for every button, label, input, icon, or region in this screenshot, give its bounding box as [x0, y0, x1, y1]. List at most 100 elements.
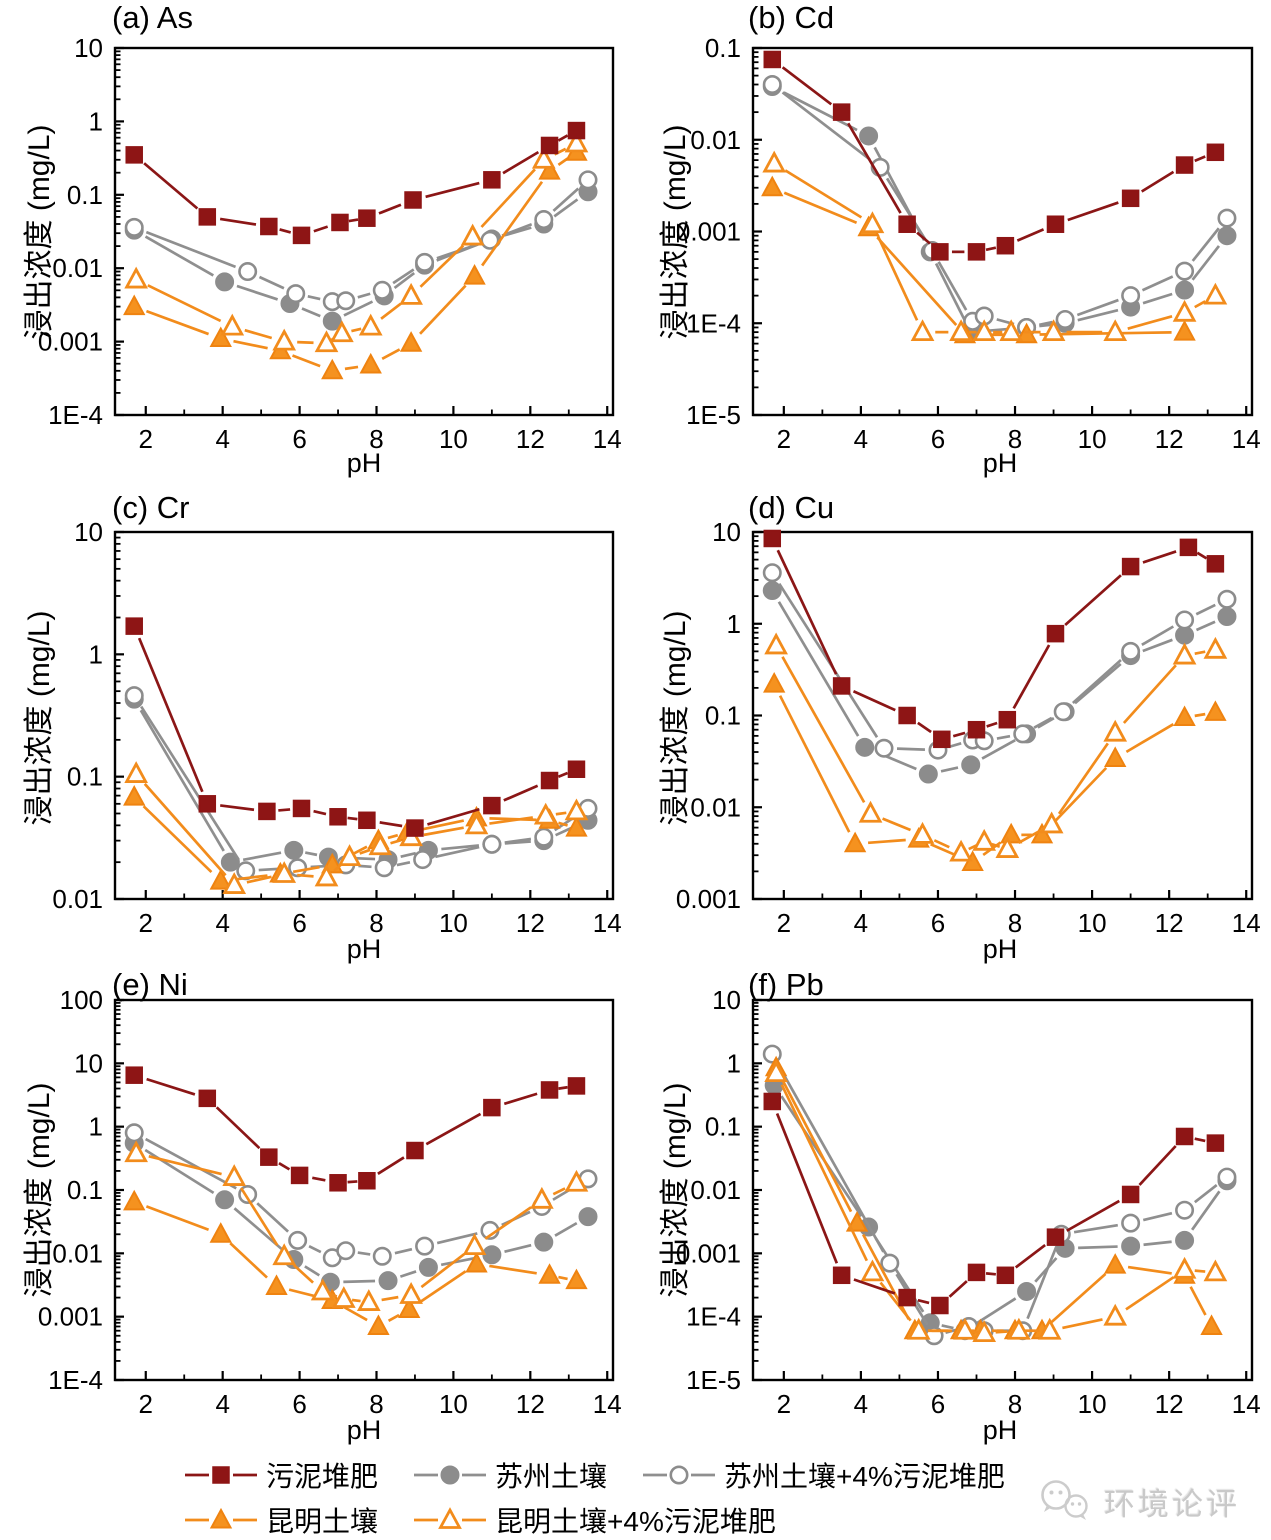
- chart-ni: 100 10 1 0.1 0.01 0.001 1E-4 2 4 6 8 10 12 14: [38, 985, 622, 1419]
- panel-e-ni: (e) Ni 浸出浓度 (mg/L) 100 10 1 0.1 0.01 0.001 1E-…: [0, 965, 636, 1449]
- chart-cr: 10 1 0.1 0.01 2 4 6 8 10 12 14: [52, 517, 621, 938]
- y-tick-label: 1: [727, 1048, 741, 1078]
- x-tick-label: 10: [439, 1389, 468, 1419]
- x-axis-label: pH: [982, 448, 1018, 478]
- y-tick-label: 0.01: [690, 1175, 741, 1205]
- filled-circle-marker-swatch-icon: [414, 1465, 487, 1484]
- y-tick-label: 10: [74, 517, 103, 547]
- x-tick-label: 2: [777, 908, 791, 938]
- chart-as: 10 1 0.1 0.01 0.001 1E-4 2 4 6 8 10 12 14: [38, 33, 622, 454]
- panel-title: (f) Pb: [748, 967, 824, 1002]
- filled-triangle-marker-swatch-icon: [185, 1507, 257, 1528]
- panel-c-cr: (c) Cr 浸出浓度 (mg/L) 10 1 0.1 0.01 2 4 6 8 10 12 14 …: [0, 482, 636, 966]
- y-tick-label: 100: [60, 985, 103, 1015]
- legend-row-2: 昆明土壤 昆明土壤+4%污泥堆肥: [183, 1497, 1005, 1540]
- watermark-text: 环境论评: [1104, 1486, 1240, 1522]
- x-axis-label: pH: [982, 1415, 1018, 1445]
- series-sludge: [125, 121, 586, 245]
- x-tick-label: 2: [139, 908, 153, 938]
- x-tick-label: 2: [139, 424, 153, 454]
- y-tick-label: 10: [712, 517, 741, 547]
- panel-title: (c) Cr: [112, 490, 190, 525]
- y-tick-label: 0.01: [52, 253, 103, 283]
- x-tick-label: 6: [931, 424, 945, 454]
- x-tick-label: 10: [1078, 1389, 1107, 1419]
- x-tick-label: 2: [777, 424, 791, 454]
- y-tick-label: 0.01: [52, 1238, 103, 1268]
- y-tick-label: 1: [727, 609, 741, 639]
- series-sludge: [763, 50, 1225, 261]
- x-tick-label: 4: [215, 908, 229, 938]
- y-tick-label: 0.1: [67, 180, 103, 210]
- series-suzhou4: [124, 170, 598, 312]
- x-tick-label: 6: [931, 1389, 945, 1419]
- series-kunming4: [764, 1060, 1228, 1343]
- x-tick-label: 4: [854, 908, 868, 938]
- series-sludge: [763, 1092, 1225, 1315]
- open-triangle-marker-swatch-icon: [414, 1506, 487, 1529]
- y-tick-label: 0.1: [67, 762, 103, 792]
- x-tick-label: 14: [1232, 1389, 1261, 1419]
- panel-d-cu: (d) Cu 浸出浓度 (mg/L) 10 1 0.1 0.01 0.001 2 4 6 8 10…: [636, 482, 1271, 966]
- series-kunming4: [124, 761, 589, 894]
- y-tick-label: 1: [89, 639, 103, 669]
- x-tick-label: 6: [292, 424, 306, 454]
- x-tick-label: 8: [1008, 1389, 1022, 1419]
- x-axis-label: pH: [982, 934, 1018, 964]
- legend-item-kunming-soil: 昆明土壤: [183, 1500, 378, 1540]
- x-tick-label: 4: [854, 1389, 868, 1419]
- series-kunming4: [124, 130, 589, 353]
- series-kunming: [123, 140, 588, 380]
- panel-a-as: (a) As 浸出浓度 (mg/L) 10 1 0.1 0.01 0.001 1E-4 2 4…: [0, 0, 636, 484]
- series-sludge: [125, 1066, 586, 1192]
- x-tick-label: 12: [516, 1389, 545, 1419]
- y-tick-label: 0.01: [52, 884, 103, 914]
- legend-item-suzhou-soil: 苏州土壤: [412, 1455, 607, 1495]
- series-kunming: [764, 1055, 1223, 1340]
- legend-label: 污泥堆肥: [266, 1460, 379, 1492]
- panel-f-pb: (f) Pb 浸出浓度 (mg/L) 10 1 0.1 0.01 0.001 1E-4 1E…: [636, 965, 1271, 1449]
- series-kunming4: [762, 150, 1228, 342]
- x-tick-label: 10: [439, 908, 468, 938]
- x-tick-label: 6: [292, 1389, 306, 1419]
- x-tick-label: 10: [1078, 908, 1107, 938]
- y-tick-label: 0.001: [676, 884, 741, 914]
- x-tick-label: 10: [439, 424, 468, 454]
- y-tick-label: 0.001: [676, 217, 741, 247]
- x-tick-label: 8: [369, 424, 383, 454]
- axes: 10 1 0.1 0.01 0.001 2 4 6 8 10 12 14: [676, 517, 1261, 938]
- watermark: 环境论评: [1034, 1476, 1240, 1526]
- y-tick-label: 1: [89, 106, 103, 136]
- x-tick-label: 8: [1008, 424, 1022, 454]
- y-tick-label: 0.01: [690, 792, 741, 822]
- legend-row-1: 污泥堆肥 苏州土壤 苏州土壤+4%污泥堆肥: [183, 1452, 1005, 1497]
- series-suzhou4: [762, 563, 1237, 760]
- y-tick-label: 1E-4: [48, 400, 103, 430]
- x-tick-label: 6: [292, 908, 306, 938]
- chart-cu: 10 1 0.1 0.01 0.001 2 4 6 8 10 12 14: [676, 517, 1261, 938]
- x-tick-label: 12: [1155, 1389, 1184, 1419]
- x-tick-label: 4: [215, 424, 229, 454]
- y-tick-label: 0.1: [705, 1112, 741, 1142]
- series-suzhou4: [762, 75, 1237, 337]
- y-tick-label: 1: [89, 1112, 103, 1142]
- x-tick-label: 12: [516, 908, 545, 938]
- open-circle-marker-swatch-icon: [643, 1465, 716, 1484]
- y-tick-label: 1E-5: [686, 400, 741, 430]
- x-tick-label: 8: [369, 1389, 383, 1419]
- legend-label: 昆明土壤: [266, 1505, 379, 1537]
- x-tick-label: 6: [931, 908, 945, 938]
- legend-item-sludge-compost: 污泥堆肥: [183, 1455, 378, 1495]
- panel-b-cd: (b) Cd 浸出浓度 (mg/L) 0.1 0.01 0.001 1E-4 1E-5 2…: [636, 0, 1271, 484]
- axes: 10 1 0.1 0.01 2 4 6 8 10 12 14: [52, 517, 621, 938]
- x-tick-label: 12: [516, 424, 545, 454]
- legend-label: 昆明土壤+4%污泥堆肥: [495, 1505, 776, 1537]
- x-axis-label: pH: [346, 934, 382, 964]
- legend-item-suzhou-soil-4pct: 苏州土壤+4%污泥堆肥: [641, 1455, 1005, 1495]
- chat-bubbles-icon: [1041, 1480, 1088, 1520]
- x-tick-label: 4: [854, 424, 868, 454]
- x-axis-label: pH: [346, 448, 382, 478]
- y-tick-label: 10: [74, 1048, 103, 1078]
- series-kunming4: [124, 1140, 589, 1311]
- panel-title: (d) Cu: [748, 490, 835, 525]
